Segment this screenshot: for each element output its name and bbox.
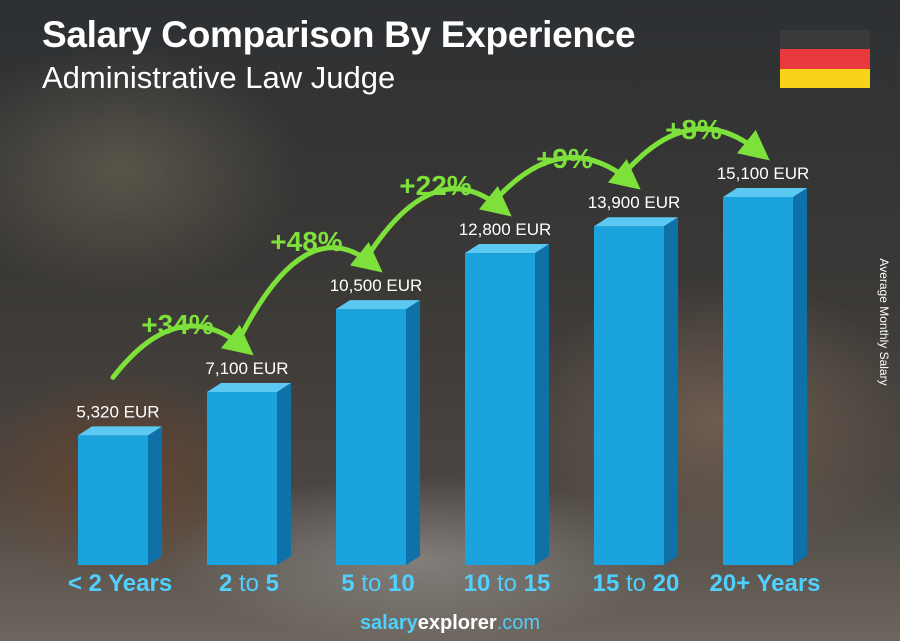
bar-3 [465,244,549,565]
x-tick-label: < 2 Years [68,570,172,598]
bar-4 [594,217,678,565]
bar-front [465,253,535,565]
x-tick-label-end: 15 [523,570,551,597]
bar-front [594,226,664,565]
value-label: 15,100 EUR [717,164,810,183]
growth-arrow [239,242,383,337]
x-tick-label-start: 15 [592,570,620,597]
bar-front [78,435,148,565]
bar-0 [78,426,162,565]
value-label: 7,100 EUR [205,359,288,378]
value-label: 12,800 EUR [459,220,552,239]
footer-brand: salaryexplorer.com [360,612,540,635]
footer-brand-part3: .com [496,612,541,634]
bar-top [594,217,678,227]
growth-label: +8% [665,114,722,145]
growth-label: +48% [270,226,342,257]
bar-top [207,382,291,392]
bar-2 [336,300,420,565]
value-label: 10,500 EUR [330,276,423,295]
x-tick-label-start: 5 [341,570,355,597]
bar-1 [207,382,291,565]
bar-5 [723,188,807,565]
germany-flag-icon [780,30,870,88]
bar-side [535,244,549,565]
value-label: 5,320 EUR [76,402,159,421]
x-tick-label-to: to [619,570,653,597]
bar-side [664,217,678,565]
flag-stripe-red [780,49,870,69]
bar-top [336,300,420,310]
footer-brand-part1: salary [359,612,418,634]
bar-front [336,309,406,565]
x-tick-label: 15 to 20 [593,570,680,598]
bar-front [207,391,277,565]
x-tick-label-start: 2 [218,570,233,597]
growth-arrow [626,126,770,171]
bar-side [277,382,291,565]
x-tick-label-to: to [354,570,389,597]
footer-brand-part2: explorer [417,612,497,634]
flag-stripe-black [780,30,870,50]
value-label: 13,900 EUR [588,193,681,212]
x-tick-label-end: 10 [388,570,415,597]
x-tick-label: 2 to 5 [219,570,279,598]
growth-arrow [110,323,254,380]
bar-top [78,426,162,436]
x-tick-label-end: 5 [265,570,280,597]
bar-top [465,244,549,254]
flag-stripe-gold [780,68,870,88]
bar-front [723,197,793,565]
growth-arrow [497,155,641,198]
x-tick-label: 20+ Years [709,570,820,598]
bar-side [793,188,807,565]
x-tick-label: 10 to 15 [464,570,551,598]
chart-subtitle: Administrative Law Judge [42,60,396,95]
x-tick-label-start: 20+ Years [709,570,821,597]
x-tick-label: 5 to 10 [341,570,414,598]
bar-side [406,300,420,565]
x-tick-label-start: 10 [463,570,491,597]
growth-label: +9% [536,143,593,174]
growth-label: +34% [141,309,213,340]
chart-title: Salary Comparison By Experience [42,14,636,55]
bar-top [723,188,807,197]
bar-side [148,426,162,565]
growth-label: +22% [399,170,471,201]
x-tick-label-start: < 2 Years [67,570,173,597]
x-tick-label-end: 20 [652,570,680,597]
growth-arrow [368,185,512,254]
x-tick-label-to: to [232,570,266,597]
x-tick-label-to: to [490,570,524,597]
